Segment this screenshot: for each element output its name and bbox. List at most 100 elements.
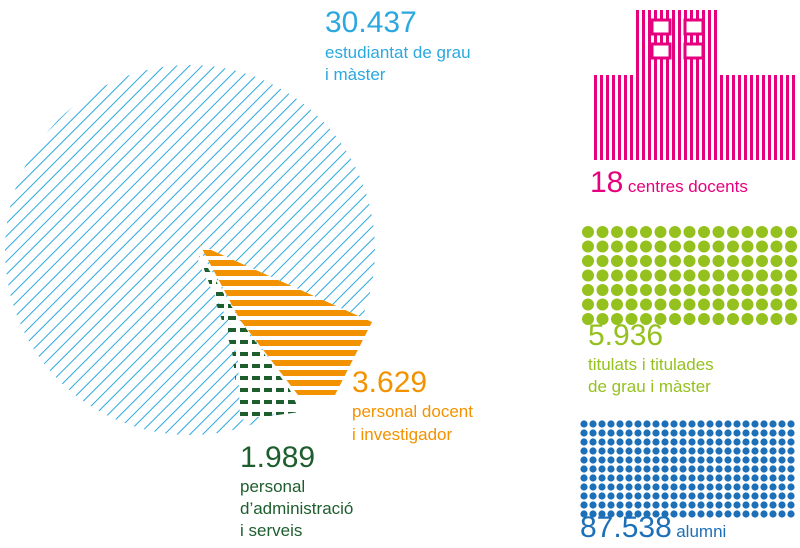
dot	[598, 429, 606, 437]
dot	[688, 456, 696, 464]
dot	[679, 447, 687, 455]
pdi-segment	[200, 245, 372, 395]
dot	[706, 456, 714, 464]
dot	[669, 240, 681, 253]
dot	[712, 226, 725, 238]
dot	[741, 226, 754, 238]
dot	[706, 483, 714, 491]
dot	[741, 269, 754, 282]
dot	[741, 313, 754, 325]
dot	[751, 474, 759, 482]
dot	[733, 474, 741, 482]
dot	[751, 429, 759, 437]
dot	[670, 429, 678, 437]
alumni-dots	[580, 420, 795, 518]
dot	[582, 313, 594, 325]
dot	[724, 492, 732, 500]
dot	[715, 501, 723, 509]
dot	[698, 226, 710, 238]
dot	[706, 510, 714, 518]
dot	[727, 313, 739, 325]
dot	[669, 313, 681, 325]
dot	[769, 492, 777, 500]
dot	[598, 438, 606, 446]
dot	[652, 420, 660, 428]
dot	[712, 313, 725, 325]
dot	[640, 298, 652, 311]
dot	[607, 429, 615, 437]
dot	[589, 474, 597, 482]
dot	[661, 492, 669, 500]
dot	[778, 492, 786, 500]
dot	[724, 465, 732, 473]
dot	[769, 465, 777, 473]
dot	[751, 501, 759, 509]
dot	[607, 492, 615, 500]
dot	[661, 465, 669, 473]
dot	[733, 420, 741, 428]
dot	[589, 420, 597, 428]
dot	[580, 447, 588, 455]
dot	[589, 492, 597, 500]
dot	[616, 510, 624, 518]
dot	[589, 456, 597, 464]
label: personal docent	[352, 402, 473, 421]
dot	[785, 313, 797, 325]
dot	[580, 501, 588, 509]
dot	[596, 255, 609, 267]
dot	[751, 447, 759, 455]
dot	[715, 438, 723, 446]
dot	[706, 501, 714, 509]
dot	[760, 474, 768, 482]
dot	[770, 298, 783, 311]
dot	[787, 474, 795, 482]
dot	[611, 284, 623, 296]
dot	[670, 465, 678, 473]
dot	[598, 465, 606, 473]
dot	[688, 429, 696, 437]
dot	[661, 474, 669, 482]
dot	[715, 429, 723, 437]
dot	[607, 483, 615, 491]
dot	[769, 429, 777, 437]
label: personal	[240, 477, 305, 496]
dot	[625, 510, 633, 518]
dot	[643, 492, 651, 500]
dot	[625, 269, 638, 282]
dot	[760, 483, 768, 491]
dot	[770, 313, 783, 325]
dot	[688, 438, 696, 446]
dot	[751, 465, 759, 473]
label: i investigador	[352, 425, 453, 444]
dot	[724, 501, 732, 509]
dot	[652, 429, 660, 437]
dot	[756, 255, 768, 267]
dot	[582, 226, 594, 238]
dot	[712, 255, 725, 267]
dot	[785, 255, 797, 267]
dot	[643, 483, 651, 491]
dot	[616, 483, 624, 491]
dot	[785, 298, 797, 311]
dot	[688, 474, 696, 482]
dot	[669, 284, 681, 296]
dot	[778, 465, 786, 473]
dot	[661, 447, 669, 455]
dot	[670, 456, 678, 464]
dot	[787, 447, 795, 455]
dot	[697, 474, 705, 482]
dot	[640, 313, 652, 325]
dot	[756, 240, 768, 253]
dot	[688, 492, 696, 500]
dot	[598, 510, 606, 518]
dot	[625, 447, 633, 455]
dot	[760, 438, 768, 446]
dot	[683, 284, 696, 296]
dot	[769, 447, 777, 455]
dot	[669, 255, 681, 267]
dot	[679, 429, 687, 437]
dot	[742, 492, 750, 500]
dot	[706, 474, 714, 482]
dot	[688, 501, 696, 509]
dot	[654, 313, 667, 325]
